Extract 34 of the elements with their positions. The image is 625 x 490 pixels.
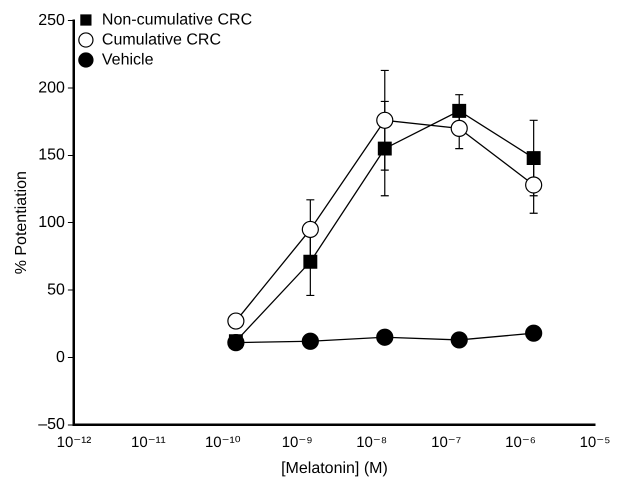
point (376, 328, 394, 346)
y-axis-title: % Potentiation (13, 171, 30, 274)
y-tick-label: 50 (47, 281, 65, 298)
x-tick-label: 10⁻⁵ (580, 434, 610, 451)
y-tick-label: 100 (38, 214, 65, 232)
y-tick-label: 200 (38, 79, 65, 96)
y-tick-label: 0 (56, 348, 65, 366)
x-tick-label: 10⁻⁸ (356, 434, 388, 451)
x-tick-label: 10⁻¹² (56, 434, 92, 451)
y-tick-label: 150 (38, 146, 65, 164)
legend-label: Cumulative CRC (102, 31, 222, 48)
point (303, 254, 318, 269)
x-axis-title: [Melatonin] (M) (281, 460, 388, 477)
x-tick-label: 10⁻⁶ (505, 434, 536, 451)
point (228, 334, 243, 348)
x-tick-label: 10⁻¹⁰ (204, 434, 241, 451)
x-tick-label: 10⁻¹¹ (131, 434, 166, 451)
point (450, 331, 468, 349)
point (378, 142, 392, 156)
point (526, 151, 541, 165)
point (376, 112, 394, 129)
point (302, 220, 319, 238)
y-tick-label: 250 (38, 12, 65, 30)
legend-label: Non-cumulative CRC (102, 11, 252, 28)
point (450, 120, 468, 137)
point (525, 324, 542, 342)
y-tick-label: –50 (38, 416, 65, 434)
x-tick-label: 10⁻⁹ (282, 434, 313, 451)
point (452, 104, 466, 118)
x-tick-label: 10⁻⁷ (431, 434, 462, 451)
point (227, 312, 244, 330)
point (302, 332, 319, 350)
point (525, 176, 542, 194)
legend-label: Vehicle (102, 51, 154, 68)
